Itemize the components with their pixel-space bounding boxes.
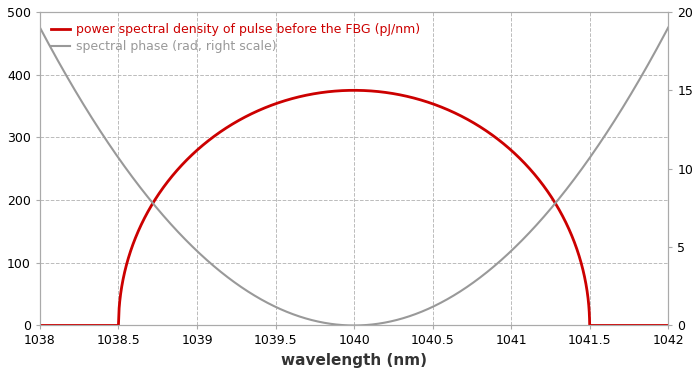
Legend: power spectral density of pulse before the FBG (pJ/nm), spectral phase (rad, rig: power spectral density of pulse before t… <box>46 18 426 58</box>
X-axis label: wavelength (nm): wavelength (nm) <box>281 353 427 368</box>
